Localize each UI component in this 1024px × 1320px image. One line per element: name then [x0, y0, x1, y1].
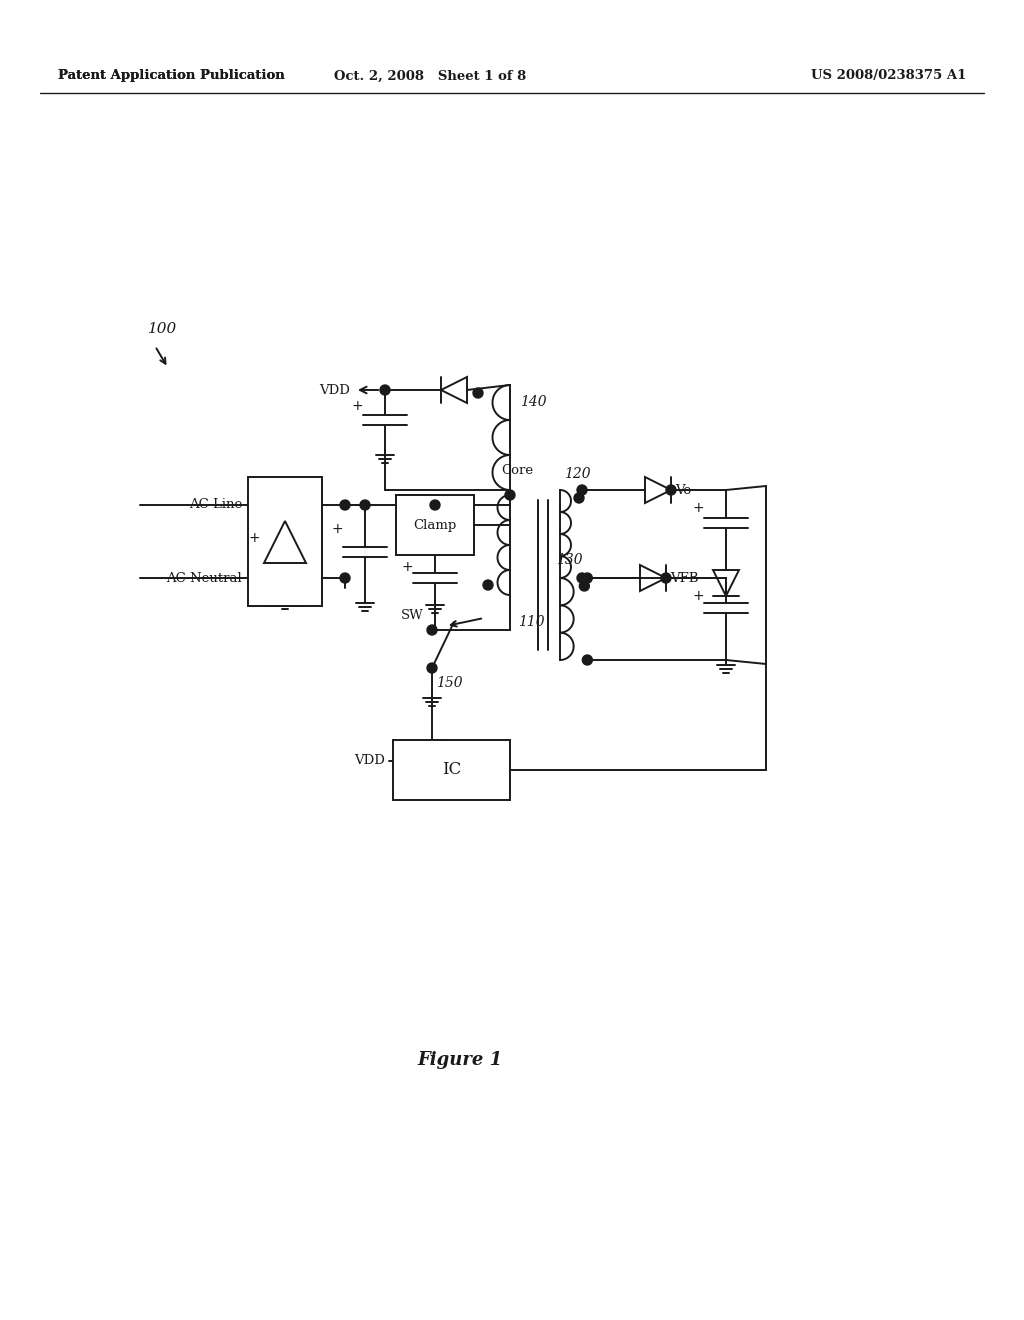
- Circle shape: [430, 500, 440, 510]
- Circle shape: [583, 573, 592, 583]
- Circle shape: [505, 490, 515, 500]
- Text: 130: 130: [556, 553, 583, 568]
- Text: SW: SW: [401, 609, 424, 622]
- Circle shape: [580, 581, 590, 591]
- Text: Patent Application Publication: Patent Application Publication: [58, 70, 285, 82]
- Circle shape: [577, 484, 587, 495]
- Text: 140: 140: [520, 395, 547, 409]
- Text: 120: 120: [564, 467, 591, 480]
- Text: Oct. 2, 2008   Sheet 1 of 8: Oct. 2, 2008 Sheet 1 of 8: [334, 70, 526, 82]
- Circle shape: [574, 492, 584, 503]
- Text: +: +: [692, 502, 703, 515]
- Bar: [248, 477, 322, 606]
- Text: VFB: VFB: [670, 572, 698, 585]
- Circle shape: [340, 500, 350, 510]
- Text: +: +: [249, 531, 260, 545]
- Circle shape: [666, 484, 676, 495]
- Text: Patent Application Publication: Patent Application Publication: [58, 70, 285, 82]
- Bar: [396, 495, 474, 554]
- Text: Core: Core: [501, 463, 534, 477]
- Circle shape: [340, 573, 350, 583]
- Circle shape: [483, 579, 493, 590]
- Text: Figure 1: Figure 1: [418, 1051, 503, 1069]
- Circle shape: [473, 388, 483, 399]
- Circle shape: [662, 573, 671, 583]
- Bar: [393, 741, 510, 800]
- Text: 110: 110: [518, 615, 545, 630]
- Text: Clamp: Clamp: [414, 519, 457, 532]
- Text: +: +: [692, 589, 703, 603]
- Text: AC Line: AC Line: [188, 499, 242, 511]
- Text: AC Neutral: AC Neutral: [166, 572, 242, 585]
- Circle shape: [380, 385, 390, 395]
- Text: Vo: Vo: [675, 483, 691, 496]
- Text: US 2008/0238375 A1: US 2008/0238375 A1: [811, 70, 966, 82]
- Circle shape: [360, 500, 370, 510]
- Circle shape: [427, 624, 437, 635]
- Circle shape: [577, 573, 587, 583]
- Text: +: +: [401, 560, 413, 574]
- Text: VDD: VDD: [354, 755, 385, 767]
- Text: 150: 150: [436, 676, 463, 690]
- Text: +: +: [351, 399, 362, 413]
- Text: 100: 100: [148, 322, 177, 337]
- Text: VDD: VDD: [319, 384, 350, 396]
- Text: IC: IC: [442, 762, 461, 779]
- Circle shape: [427, 663, 437, 673]
- Text: +: +: [331, 521, 343, 536]
- Circle shape: [583, 655, 592, 665]
